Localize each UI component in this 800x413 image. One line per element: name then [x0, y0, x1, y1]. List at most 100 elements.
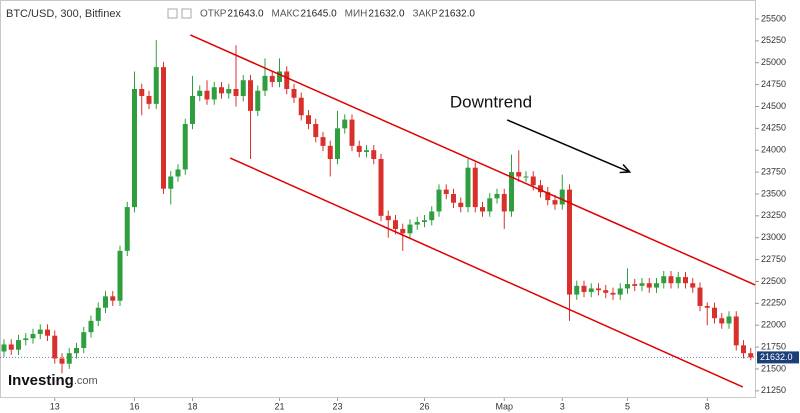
y-tick-label: 22750: [761, 254, 786, 264]
logo-suffix: .com: [74, 375, 98, 387]
candle-body: [494, 193, 500, 199]
candle-body: [306, 115, 311, 124]
candle-body: [741, 345, 746, 354]
candle-body: [436, 189, 442, 212]
candle-body: [458, 202, 464, 208]
header-value: 21632.0: [368, 9, 405, 20]
candle-body: [385, 215, 391, 221]
candle-body: [690, 283, 696, 288]
candle-body: [552, 200, 558, 205]
candle-body: [697, 287, 703, 306]
candle-body: [168, 176, 174, 189]
candle-body: [342, 119, 348, 129]
y-tick-label: 23750: [761, 166, 786, 176]
candle-body: [559, 189, 565, 205]
candle-body: [211, 87, 217, 100]
candle-body: [8, 344, 14, 350]
candle-body: [197, 90, 203, 96]
candle-body: [327, 145, 333, 159]
header-value: 21632.0: [439, 9, 476, 20]
header-label: МИН: [345, 9, 368, 20]
y-tick-label: 24250: [761, 123, 786, 133]
candle-body: [132, 88, 137, 208]
candle-body: [719, 318, 725, 324]
candle-body: [632, 284, 638, 286]
candle-body: [704, 305, 710, 308]
y-tick-label: 21750: [761, 341, 786, 351]
candle-body: [588, 288, 594, 292]
arrow-line: [506, 119, 630, 173]
logo: Investing.com: [8, 372, 98, 389]
candle-body: [400, 228, 406, 234]
candle-body: [291, 88, 297, 98]
candle-body: [248, 80, 253, 111]
candle-body: [661, 276, 667, 284]
candle-body: [487, 198, 493, 212]
candle-body: [378, 158, 384, 216]
candle-body: [639, 283, 645, 286]
candle-body: [596, 288, 601, 291]
header-label: МАКС: [272, 9, 300, 20]
chart-title: BTC/USD, 300, Bitfinex: [6, 8, 121, 20]
candle-body: [335, 128, 340, 159]
y-tick-label: 22500: [761, 276, 786, 286]
candle-body: [153, 67, 159, 104]
candle-body: [617, 288, 623, 295]
candle-body: [117, 250, 123, 301]
candle-body: [726, 316, 732, 324]
candle-body: [277, 71, 282, 82]
candle-body: [139, 88, 145, 96]
candle-body: [574, 285, 580, 295]
candle-body: [16, 340, 21, 350]
x-tick-label: 3: [560, 401, 565, 411]
header-label: ЗАКР: [413, 9, 439, 20]
candle-body: [233, 88, 239, 96]
y-tick-label: 21500: [761, 363, 786, 373]
candle-body: [37, 329, 43, 334]
candle-body: [654, 283, 659, 288]
y-tick-label: 24000: [761, 145, 786, 155]
annotation: Downtrend: [450, 92, 532, 111]
candle-body: [320, 137, 326, 146]
candle-body: [480, 207, 485, 212]
x-tick-label: 23: [332, 401, 342, 411]
candle-body: [567, 189, 572, 295]
candle-body: [226, 88, 232, 94]
candle-body: [581, 285, 587, 292]
candle-body: [255, 90, 261, 111]
candle-body: [88, 320, 94, 333]
candle-body: [356, 145, 362, 152]
candle-body: [204, 90, 210, 100]
candle-body: [161, 67, 166, 189]
candle-body: [262, 75, 268, 91]
y-tick-label: 22000: [761, 320, 786, 330]
candle-body: [675, 277, 681, 284]
logo-name: Investing: [8, 372, 74, 389]
plot-frame: [0, 0, 756, 398]
candle-body: [465, 167, 471, 208]
candle-body: [668, 276, 674, 284]
candle-body: [74, 347, 79, 354]
candle-body: [545, 192, 551, 201]
x-tick-label: 26: [419, 401, 429, 411]
x-tick-label: Мар: [495, 401, 513, 411]
candle-body: [646, 283, 652, 288]
candle-body: [269, 75, 275, 82]
candle-body: [451, 193, 456, 203]
candle-body: [110, 296, 116, 301]
y-tick-label: 24750: [761, 79, 786, 89]
candle-body: [610, 292, 616, 295]
x-tick-label: 13: [50, 401, 60, 411]
candle-body: [443, 189, 449, 194]
y-tick-label: 25000: [761, 57, 786, 67]
candle-body: [516, 172, 522, 177]
y-tick-label: 25250: [761, 35, 786, 45]
arrow-head: [619, 163, 632, 174]
candle-body: [509, 172, 514, 212]
y-tick-label: 23000: [761, 232, 786, 242]
candle-body: [146, 95, 152, 104]
trend-line: [229, 157, 744, 388]
candle-body: [103, 296, 108, 308]
candle-body: [52, 335, 58, 359]
